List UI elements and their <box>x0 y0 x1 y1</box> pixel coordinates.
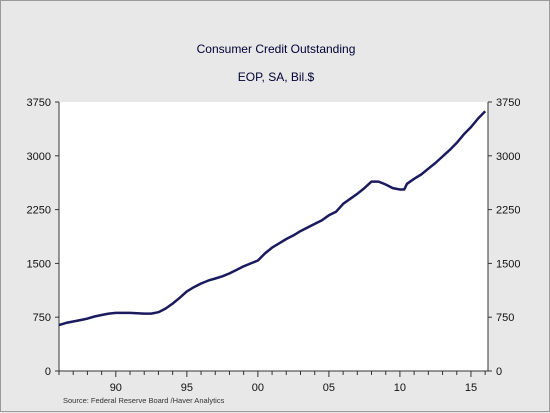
x-tick-label: 95 <box>181 382 193 394</box>
x-tick-label: 00 <box>252 382 264 394</box>
y-tick-label-left: 0 <box>45 366 51 378</box>
chart-subtitle: EOP, SA, Bil.$ <box>238 70 315 84</box>
x-tick-label: 15 <box>465 382 477 394</box>
y-tick-label-left: 750 <box>33 312 51 324</box>
series-line-consumer-credit <box>58 110 487 327</box>
y-tick-label-right: 0 <box>496 366 502 378</box>
y-tick-label-left: 3750 <box>27 97 51 109</box>
y-tick-label-right: 3000 <box>496 151 520 163</box>
y-tick-label-left: 3000 <box>27 151 51 163</box>
y-tick-label-right: 750 <box>496 312 514 324</box>
source-note: Source: Federal Reserve Board /Haver Ana… <box>63 396 225 405</box>
y-tick-label-right: 1500 <box>496 258 520 270</box>
x-tick-label: 10 <box>394 382 406 394</box>
y-tick-label-left: 1500 <box>27 258 51 270</box>
y-tick-label-right: 2250 <box>496 205 520 217</box>
x-tick-label: 90 <box>110 382 122 394</box>
plot-area <box>59 102 488 371</box>
y-tick-label-left: 2250 <box>27 205 51 217</box>
y-tick-label-right: 3750 <box>496 97 520 109</box>
chart-title: Consumer Credit Outstanding <box>197 42 356 56</box>
x-tick-label: 05 <box>323 382 335 394</box>
